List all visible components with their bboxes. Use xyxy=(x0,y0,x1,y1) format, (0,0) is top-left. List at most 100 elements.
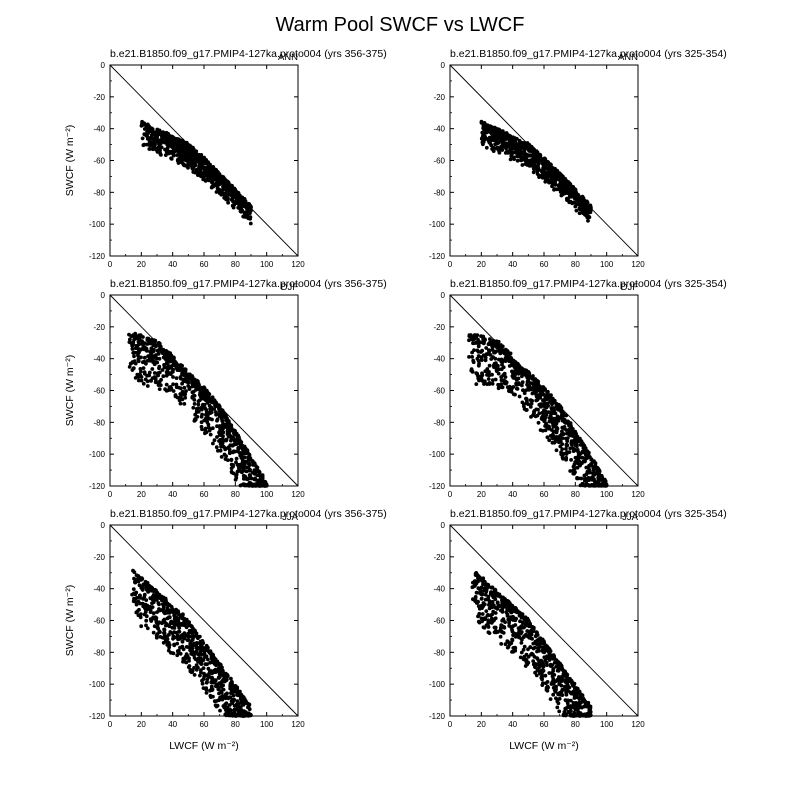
scatter-point xyxy=(195,385,200,389)
scatter-point xyxy=(186,634,191,639)
scatter-point xyxy=(535,398,540,402)
scatter-point xyxy=(205,167,210,172)
scatter-point xyxy=(210,426,215,431)
scatter-point xyxy=(532,377,537,382)
scatter-point xyxy=(147,136,152,141)
scatter-point xyxy=(549,414,553,419)
scatter-point xyxy=(519,650,524,655)
scatter-point xyxy=(517,635,522,640)
y-tick-label: -100 xyxy=(89,680,106,689)
scatter-point xyxy=(556,419,561,423)
scatter-point xyxy=(470,337,475,342)
scatter-point xyxy=(547,179,552,183)
scatter-point xyxy=(212,438,217,443)
scatter-point xyxy=(209,684,214,689)
panel-2: b.e21.B1850.f09_g17.PMIP4-127ka.proto004… xyxy=(429,48,727,269)
panel-title: b.e21.B1850.f09_g17.PMIP4-127ka.proto004… xyxy=(110,508,387,520)
scatter-point xyxy=(486,377,491,381)
panels: b.e21.B1850.f09_g17.PMIP4-127ka.proto004… xyxy=(64,48,727,752)
scatter-point xyxy=(144,618,149,623)
scatter-point xyxy=(191,635,195,640)
scatter-point xyxy=(136,339,141,344)
scatter-point xyxy=(520,163,525,167)
scatter-point xyxy=(141,597,146,601)
scatter-point xyxy=(232,430,237,435)
scatter-point xyxy=(133,580,138,585)
scatter-point xyxy=(479,358,484,362)
scatter-point xyxy=(469,368,474,373)
scatter-point xyxy=(497,127,501,132)
y-tick-label: -40 xyxy=(93,125,105,134)
scatter-point xyxy=(152,142,157,147)
scatter-point xyxy=(236,445,241,450)
scatter-point xyxy=(131,587,136,591)
scatter-point xyxy=(183,392,188,397)
scatter-point xyxy=(544,405,549,410)
scatter-point xyxy=(506,645,511,649)
scatter-point xyxy=(490,378,495,383)
scatter-point xyxy=(550,417,554,422)
scatter-point xyxy=(182,152,187,156)
scatter-point xyxy=(144,598,149,602)
x-tick-label: 80 xyxy=(231,720,240,729)
x-tick-label: 80 xyxy=(231,490,240,499)
scatter-point xyxy=(500,344,505,349)
scatter-point xyxy=(576,201,581,206)
scatter-point xyxy=(199,644,204,649)
scatter-point xyxy=(220,441,225,445)
scatter-point xyxy=(212,699,217,704)
scatter-point xyxy=(138,596,143,600)
scatter-point xyxy=(169,619,174,624)
scatter-point xyxy=(195,169,199,174)
scatter-point xyxy=(207,428,212,433)
scatter-point xyxy=(500,360,505,365)
scatter-point xyxy=(471,358,476,363)
scatter-point xyxy=(526,145,531,150)
scatter-point xyxy=(170,631,175,635)
scatter-point xyxy=(542,174,547,179)
x-tick-label: 0 xyxy=(448,260,453,269)
scatter-point xyxy=(554,404,559,409)
scatter-point xyxy=(566,421,571,426)
scatter-point xyxy=(490,347,495,352)
scatter-point xyxy=(480,371,484,376)
scatter-point xyxy=(596,479,601,484)
scatter-point xyxy=(177,398,182,403)
scatter-point xyxy=(473,333,477,337)
scatter-point xyxy=(489,138,494,143)
scatter-point xyxy=(133,376,138,380)
scatter-point xyxy=(192,149,197,154)
scatter-point xyxy=(183,371,188,376)
scatter-point xyxy=(200,681,205,686)
scatter-point xyxy=(536,386,540,391)
y-tick-label: -60 xyxy=(93,387,105,396)
panel-title: b.e21.B1850.f09_g17.PMIP4-127ka.proto004… xyxy=(110,48,387,60)
scatter-point xyxy=(550,420,555,425)
scatter-point xyxy=(157,608,162,613)
scatter-point xyxy=(484,145,489,150)
scatter-point xyxy=(588,203,593,208)
scatter-point xyxy=(483,355,488,360)
y-tick-label: -60 xyxy=(93,617,105,626)
scatter-point xyxy=(167,354,172,359)
scatter-point xyxy=(242,451,247,456)
y-tick-label: -80 xyxy=(93,648,105,657)
scatter-point xyxy=(214,445,219,450)
scatter-point xyxy=(208,688,212,693)
scatter-point xyxy=(481,126,486,130)
scatter-point xyxy=(246,208,251,213)
scatter-point xyxy=(196,409,201,414)
y-tick-label: 0 xyxy=(101,291,106,300)
scatter-point xyxy=(182,163,187,168)
scatter-point xyxy=(510,147,515,151)
scatter-point xyxy=(138,373,143,378)
scatter-point xyxy=(165,616,170,621)
scatter-point xyxy=(226,431,231,436)
scatter-point xyxy=(556,407,561,412)
scatter-point xyxy=(132,350,137,355)
scatter-point xyxy=(164,382,169,387)
panel-season-tag: ANN xyxy=(618,52,638,63)
scatter-point xyxy=(584,455,589,460)
scatter-point xyxy=(161,640,166,645)
scatter-point xyxy=(242,197,247,201)
